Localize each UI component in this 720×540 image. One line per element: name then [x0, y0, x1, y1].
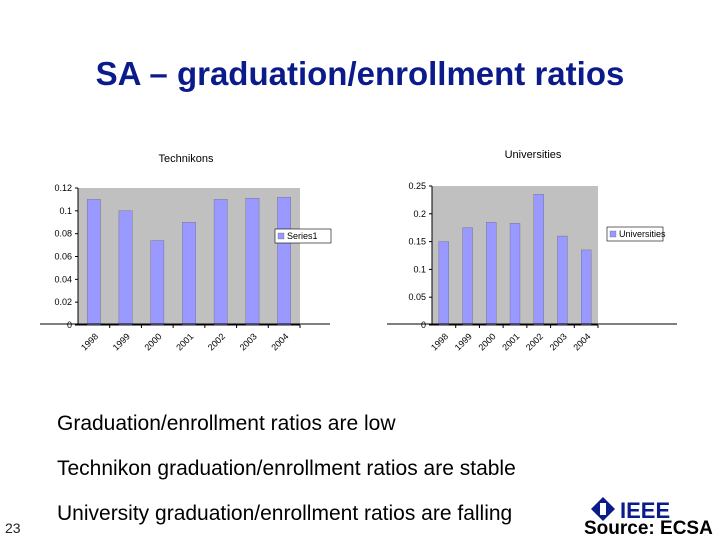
legend-label: Series1 — [287, 231, 318, 241]
x-tick-label: 1998 — [429, 331, 450, 352]
y-tick-label: 0.04 — [54, 274, 72, 284]
bar — [581, 249, 592, 326]
bullet-item: Technikon graduation/enrollment ratios a… — [57, 457, 516, 480]
x-tick-label: 2000 — [142, 331, 163, 352]
y-tick-label: 0.25 — [408, 181, 426, 191]
y-tick-label: 0.02 — [54, 297, 72, 307]
x-tick-label: 2003 — [548, 331, 569, 352]
logo-text: IEEE — [620, 498, 670, 522]
legend-swatch — [277, 232, 285, 240]
bullet-item: University graduation/enrollment ratios … — [57, 502, 513, 525]
x-tick-label: 2002 — [206, 331, 227, 352]
ieee-logo: IEEE — [591, 497, 670, 522]
x-tick-label: 2004 — [571, 331, 592, 352]
bar — [486, 221, 497, 326]
bar — [557, 235, 568, 326]
y-tick-label: 0.1 — [413, 264, 426, 274]
legend-box — [606, 226, 664, 242]
bar — [150, 240, 165, 326]
bar — [118, 210, 133, 326]
bar — [438, 241, 449, 326]
bar — [462, 227, 473, 326]
x-tick-label: 2001 — [500, 331, 521, 352]
technikons-chart: Technikons 0 0.02 0.04 0.06 0.08 0.1 0.12 1998 19… — [40, 153, 332, 353]
y-tick-label: 0.2 — [413, 209, 426, 219]
legend-swatch — [609, 230, 617, 238]
x-tick-label: 2002 — [524, 331, 545, 352]
legend-label: Universities — [619, 229, 666, 239]
y-tick-label: 0.1 — [59, 206, 72, 216]
x-tick-label: 1998 — [79, 331, 100, 352]
source-label: Source: ECSA — [584, 518, 713, 539]
y-tick-label: 0.06 — [54, 252, 72, 262]
chart-title: Universities — [505, 149, 562, 161]
x-tick-label: 2004 — [269, 331, 290, 352]
bar — [277, 196, 291, 326]
bar — [182, 222, 196, 326]
y-tick-label: 0.15 — [408, 237, 426, 247]
y-tick-label: 0.12 — [54, 183, 72, 193]
page-number: 23 — [5, 520, 21, 536]
bar — [509, 223, 521, 326]
slide-title: SA – graduation/enrollment ratios — [95, 55, 625, 92]
y-tick-label: 0 — [421, 320, 426, 330]
bar — [245, 198, 260, 326]
y-tick-label: 0.05 — [408, 292, 426, 302]
bar — [87, 199, 101, 326]
bar — [533, 194, 544, 326]
bullet-item: Graduation/enrollment ratios are low — [57, 412, 396, 435]
x-tick-label: 2003 — [238, 331, 259, 352]
x-tick-label: 1999 — [111, 331, 132, 352]
bar — [213, 199, 228, 326]
x-tick-label: 2000 — [476, 331, 497, 352]
y-tick-label: 0 — [67, 320, 72, 330]
chart-title: Technikons — [158, 153, 214, 165]
y-tick-label: 0.08 — [54, 229, 72, 239]
x-tick-label: 1999 — [453, 331, 474, 352]
x-tick-label: 2001 — [174, 331, 195, 352]
legend-box — [274, 228, 332, 244]
